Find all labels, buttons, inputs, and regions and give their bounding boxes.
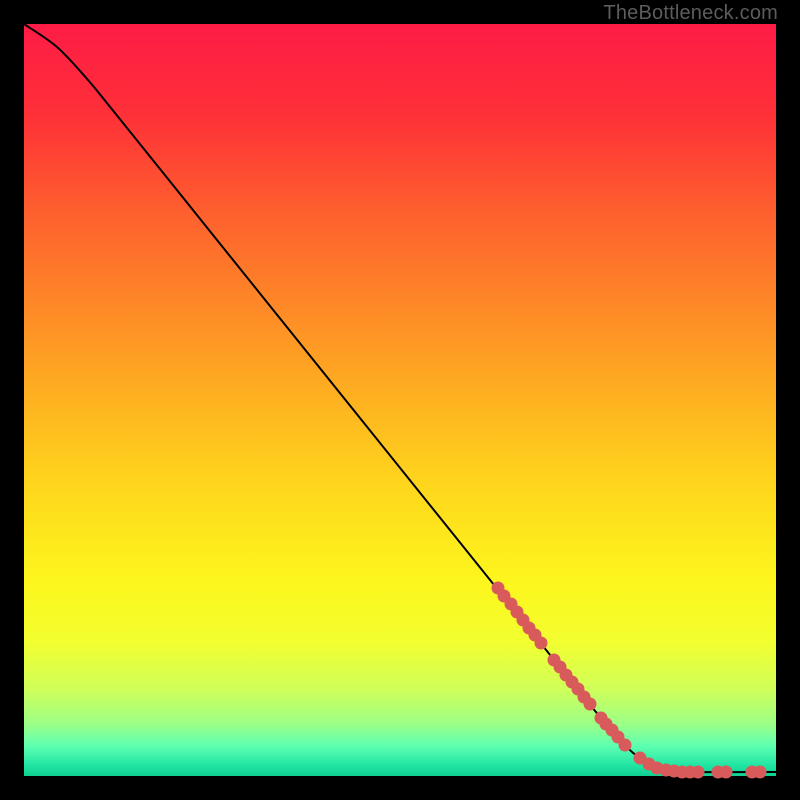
data-marker: [584, 698, 597, 711]
chart-svg: [24, 24, 776, 776]
chart-stage: TheBottleneck.com: [0, 0, 800, 800]
data-marker: [720, 766, 733, 779]
data-marker: [692, 766, 705, 779]
watermark-text: TheBottleneck.com: [603, 2, 778, 25]
data-marker: [754, 766, 767, 779]
curve-line: [24, 24, 776, 772]
data-marker: [619, 739, 632, 752]
plot-area: [24, 24, 776, 776]
marker-group: [492, 582, 767, 779]
data-marker: [535, 637, 548, 650]
